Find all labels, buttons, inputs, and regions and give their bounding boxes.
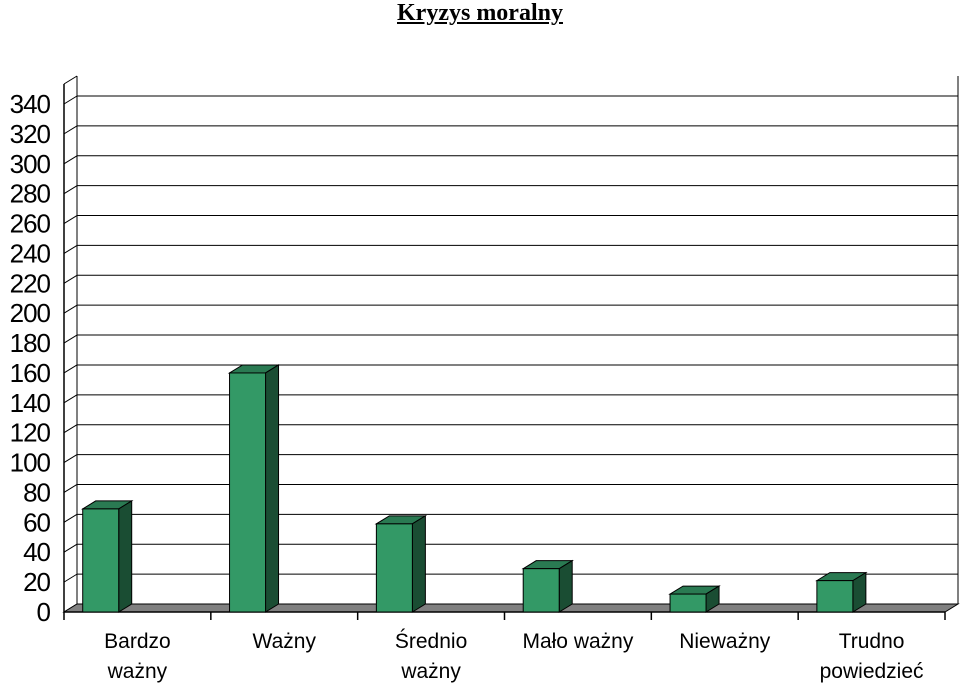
y-tick-label: 60	[23, 507, 50, 537]
gridline-depth	[63, 394, 78, 404]
chart-title: Kryzys moralny	[397, 0, 563, 26]
gridline-depth	[63, 543, 78, 553]
bar	[521, 559, 574, 613]
y-tick-label: 240	[10, 238, 51, 268]
y-tick-label: 200	[10, 298, 51, 328]
gridline-depth	[63, 513, 78, 523]
y-tick-label: 280	[10, 179, 51, 209]
gridline-depth	[63, 304, 78, 314]
gridlines	[63, 95, 958, 613]
y-tick-label: 80	[23, 477, 50, 507]
gridline-depth	[63, 274, 78, 284]
bar	[227, 364, 281, 613]
gridline-depth	[63, 424, 78, 434]
bar	[374, 514, 428, 613]
y-tick-label: 100	[10, 448, 51, 478]
bar-front-face	[816, 580, 854, 613]
x-axis-category-labels: Bardzo ważny Ważny Średnio ważny Mało ważny Ni…	[104, 629, 923, 683]
y-tick-label: 340	[10, 89, 51, 119]
y-tick-label: 300	[10, 149, 51, 179]
y-tick-label: 40	[23, 537, 50, 567]
bar-side-face	[558, 559, 573, 613]
gridline-depth	[63, 95, 78, 105]
axes	[63, 75, 959, 620]
bar-front-face	[229, 372, 267, 613]
bar-side-face	[265, 364, 280, 613]
x-category-label: ważny	[107, 660, 168, 683]
x-category-label: Trudno	[839, 630, 905, 653]
gridline-depth	[63, 454, 78, 464]
gridline-depth	[63, 155, 78, 165]
bar-front-face	[82, 508, 120, 613]
side-wall-top-edge	[63, 75, 78, 85]
gridline-depth	[63, 334, 78, 344]
gridline-depth	[63, 215, 78, 224]
y-tick-label: 140	[10, 388, 51, 418]
y-tick-label: 180	[10, 328, 51, 358]
x-category-label: Bardzo	[104, 630, 171, 653]
bar-front-face	[375, 523, 413, 613]
bar-side-face	[118, 500, 133, 613]
x-category-label: ważny	[400, 660, 461, 683]
x-category-label: Ważny	[253, 630, 317, 653]
gridline-depth	[63, 244, 78, 254]
gridline-depth	[63, 364, 78, 374]
x-category-label: Mało ważny	[522, 630, 633, 653]
bar	[80, 500, 134, 613]
y-tick-label: 120	[10, 418, 51, 448]
gridline-depth	[63, 484, 78, 493]
gridline-depth	[63, 125, 78, 135]
x-category-label: powiedzieć	[820, 660, 924, 683]
y-tick-label: 160	[10, 358, 51, 388]
y-tick-label: 0	[37, 597, 51, 627]
bar-front-face	[522, 568, 560, 613]
y-tick-label: 320	[10, 119, 51, 149]
bar-front-face	[669, 593, 707, 613]
gridline-depth	[63, 185, 78, 195]
gridline-depth	[63, 573, 78, 583]
y-tick-label: 220	[10, 268, 51, 298]
bars	[80, 364, 868, 613]
x-category-label: Średnio	[395, 629, 467, 653]
bar	[668, 585, 721, 613]
y-tick-label: 20	[23, 567, 50, 597]
y-tick-label: 260	[10, 209, 51, 239]
x-category-label: Nieważny	[679, 630, 771, 653]
bar-side-face	[411, 514, 426, 613]
bar	[815, 571, 868, 613]
y-axis-tick-labels: 0204060801001201401601802002202402602803…	[10, 89, 52, 627]
